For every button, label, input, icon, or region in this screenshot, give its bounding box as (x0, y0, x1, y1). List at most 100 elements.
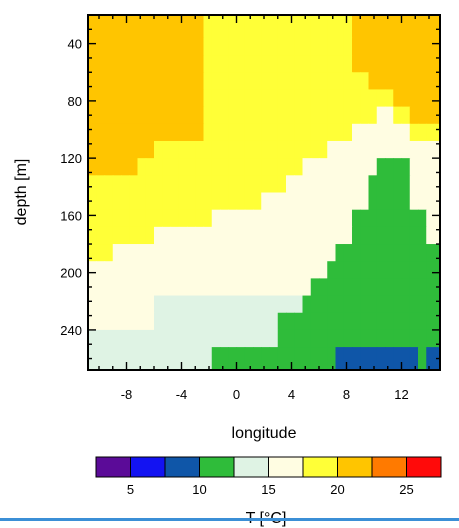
heatmap-cell (385, 347, 394, 371)
heatmap-cell (294, 106, 304, 125)
heatmap-cell (327, 89, 337, 108)
heatmap-cell (319, 209, 328, 228)
heatmap-cell (302, 192, 312, 211)
heatmap-cell (253, 209, 262, 228)
heatmap-cell (352, 244, 361, 262)
heatmap-cell (286, 278, 295, 297)
heatmap-cell (137, 89, 147, 108)
heatmap-cell (343, 55, 353, 73)
colorbar-bin (95, 456, 131, 478)
heatmap-cell (335, 209, 345, 228)
heatmap-cell (187, 329, 196, 348)
heatmap-cell (211, 226, 221, 245)
heatmap-cell (302, 106, 312, 125)
colorbar-tick-label: 20 (330, 482, 344, 497)
heatmap-cell (236, 226, 246, 245)
heatmap-cell (121, 140, 130, 159)
heatmap-cell (335, 226, 345, 245)
heatmap-cell (195, 158, 205, 176)
heatmap-cell (401, 244, 411, 262)
heatmap-cell (294, 140, 304, 159)
heatmap-cell (360, 209, 370, 228)
heatmap-cell (112, 55, 122, 73)
heatmap-cell (360, 261, 370, 279)
heatmap-cell (277, 72, 287, 91)
heatmap-cell (121, 295, 130, 314)
heatmap-cell (154, 261, 163, 279)
heatmap-cell (178, 89, 188, 108)
heatmap-cell (269, 295, 279, 314)
heatmap-cell (327, 123, 337, 142)
heatmap-cell (170, 226, 180, 245)
heatmap-cell (335, 312, 345, 331)
heatmap-cell (211, 295, 221, 314)
heatmap-cell (426, 106, 436, 125)
heatmap-cell (220, 312, 229, 331)
heatmap-cell (121, 106, 130, 125)
heatmap-cell (360, 72, 370, 91)
heatmap-cell (253, 15, 262, 39)
heatmap-cell (187, 226, 196, 245)
heatmap-cell (154, 226, 163, 245)
heatmap-cell (137, 123, 147, 142)
heatmap-cell (261, 140, 271, 159)
heatmap-cell (187, 347, 196, 371)
heatmap-cell (385, 175, 394, 194)
heatmap-cell (310, 209, 320, 228)
heatmap-cell (178, 140, 188, 159)
heatmap-cell (327, 175, 337, 194)
heatmap-cell (88, 72, 97, 91)
heatmap-cell (327, 347, 337, 371)
heatmap-cell (253, 347, 262, 371)
heatmap-cell (286, 175, 295, 194)
heatmap-cell (376, 192, 386, 211)
heatmap-cell (228, 158, 238, 176)
heatmap-cell (409, 192, 419, 211)
heatmap-cell (195, 55, 205, 73)
heatmap-cell (178, 329, 188, 348)
heatmap-cell (368, 329, 378, 348)
heatmap-cell (426, 261, 436, 279)
heatmap-cell (228, 329, 238, 348)
heatmap-cell (154, 192, 163, 211)
heatmap-cell (327, 312, 337, 331)
heatmap-cell (104, 15, 114, 39)
heatmap-cell (335, 37, 345, 56)
heatmap-cell (277, 312, 287, 331)
heatmap-cell (376, 244, 386, 262)
heatmap-cell (178, 175, 188, 194)
heatmap-cell (277, 347, 287, 371)
heatmap-cell (310, 244, 320, 262)
heatmap-cell (236, 261, 246, 279)
heatmap-cell (286, 192, 295, 211)
heatmap-cell (121, 329, 130, 348)
heatmap-cell (286, 55, 295, 73)
heatmap-cell (360, 347, 370, 371)
heatmap-cell (121, 209, 130, 228)
heatmap-cell (211, 15, 221, 39)
heatmap-cell (434, 209, 441, 228)
heatmap-cell (228, 106, 238, 125)
heatmap-cell (393, 347, 403, 371)
heatmap-cell (236, 89, 246, 108)
heatmap-cell (88, 312, 97, 331)
heatmap-cell (310, 261, 320, 279)
heatmap-cell (376, 209, 386, 228)
heatmap-cell (261, 312, 271, 331)
heatmap-cell (368, 226, 378, 245)
heatmap-cell (162, 89, 172, 108)
heatmap-cell (418, 226, 427, 245)
heatmap-cell (327, 278, 337, 297)
heatmap-cell (203, 295, 213, 314)
heatmap-cell (385, 261, 394, 279)
heatmap-cell (352, 89, 361, 108)
heatmap-cell (294, 278, 304, 297)
heatmap-cell (269, 106, 279, 125)
heatmap-cell (401, 158, 411, 176)
heatmap-cell (294, 209, 304, 228)
heatmap-cell (286, 261, 295, 279)
heatmap-cell (343, 123, 353, 142)
heatmap-cell (294, 226, 304, 245)
heatmap-cell (112, 37, 122, 56)
heatmap-cell (360, 89, 370, 108)
